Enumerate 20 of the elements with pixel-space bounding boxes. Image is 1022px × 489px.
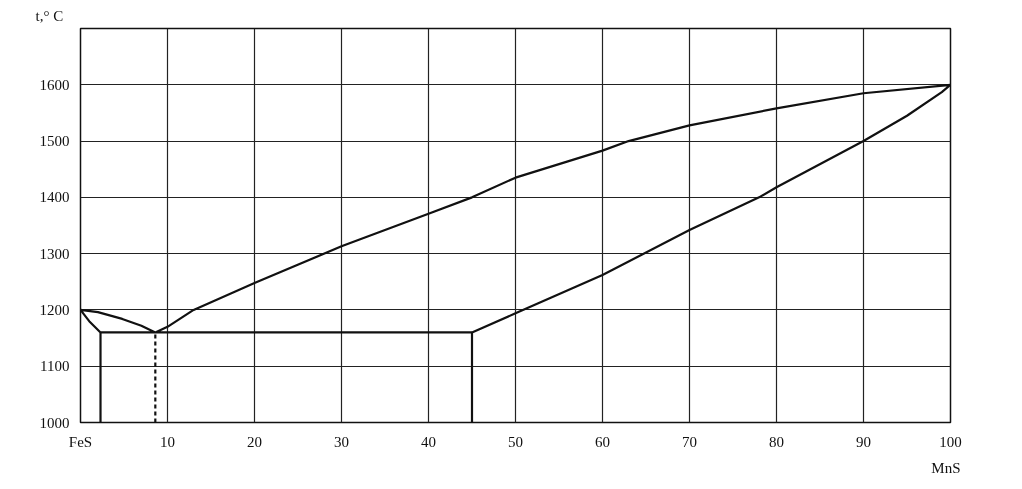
y-axis-title: t,° C xyxy=(35,7,64,24)
y-tick-label: 1600 xyxy=(39,76,70,93)
x-tick-label: 100 xyxy=(939,433,962,450)
x-tick-label: 80 xyxy=(769,433,784,450)
x-tick-label: 60 xyxy=(595,433,610,450)
x-tick-label: 90 xyxy=(856,433,871,450)
y-tick-label: 1500 xyxy=(39,133,70,150)
y-tick-label: 1100 xyxy=(40,358,70,375)
x-axis-title: MnS xyxy=(931,459,961,476)
x-tick-label: 30 xyxy=(334,433,349,450)
y-tick-label: 1000 xyxy=(39,414,70,431)
x-tick-label: 20 xyxy=(247,433,262,450)
x-tick-label: 10 xyxy=(160,433,175,450)
y-tick-label: 1400 xyxy=(39,189,70,206)
x-tick-label: 40 xyxy=(421,433,436,450)
x-tick-label: 70 xyxy=(682,433,697,450)
x-tick-label: 50 xyxy=(508,433,523,450)
y-tick-label: 1300 xyxy=(39,245,70,262)
y-tick-label: 1200 xyxy=(39,301,70,318)
x-tick-label: FeS xyxy=(68,433,93,450)
